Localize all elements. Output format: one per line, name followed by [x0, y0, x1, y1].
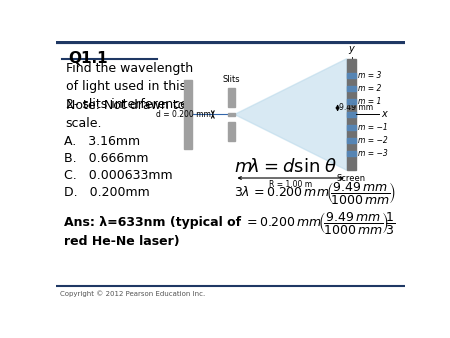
Text: m = 3: m = 3 — [359, 71, 382, 80]
Bar — [347, 138, 356, 143]
Text: y: y — [349, 44, 355, 54]
Text: Copyright © 2012 Pearson Education Inc.: Copyright © 2012 Pearson Education Inc. — [60, 290, 205, 297]
Text: Find the wavelength
of light used in this
2- slits interference.: Find the wavelength of light used in thi… — [66, 62, 193, 111]
Bar — [347, 86, 356, 91]
Text: $=0.200\,\mathit{mm}\!\left(\!\dfrac{9.49\,\mathit{mm}}{1000\,\mathit{mm}}\!\rig: $=0.200\,\mathit{mm}\!\left(\!\dfrac{9.4… — [244, 210, 396, 236]
Text: m = −3: m = −3 — [359, 149, 388, 158]
Bar — [228, 88, 234, 107]
Bar — [347, 112, 356, 117]
Text: $\theta$: $\theta$ — [324, 159, 336, 176]
Text: Q1.1: Q1.1 — [68, 51, 108, 66]
Bar — [347, 125, 356, 130]
Text: Screen: Screen — [337, 174, 366, 183]
Bar — [347, 151, 356, 156]
Text: $\lambda$: $\lambda$ — [248, 159, 260, 176]
Polygon shape — [234, 59, 347, 170]
Bar — [228, 122, 234, 141]
Text: d = 0.200 mm: d = 0.200 mm — [157, 110, 211, 119]
Text: $m\,\,\,= d\mathrm{sin}$: $m\,\,\,= d\mathrm{sin}$ — [234, 159, 320, 176]
Bar — [347, 99, 356, 104]
Bar — [228, 113, 234, 116]
Text: $3\lambda\,=0.200\,\mathit{mm}\!\left(\!\dfrac{9.49\,\mathit{mm}}{1000\,\mathit{: $3\lambda\,=0.200\,\mathit{mm}\!\left(\!… — [234, 180, 396, 206]
Text: C.   0.000633mm: C. 0.000633mm — [64, 169, 173, 182]
Text: B.   0.666mm: B. 0.666mm — [64, 152, 148, 165]
Text: m = −2: m = −2 — [359, 136, 388, 145]
Text: m = −1: m = −1 — [359, 123, 388, 132]
Bar — [347, 59, 356, 170]
Text: x: x — [381, 110, 387, 119]
Text: Ans: λ=633nm (typical of
red He-Ne laser): Ans: λ=633nm (typical of red He-Ne laser… — [64, 216, 241, 248]
Text: Note: Not drawn to
scale.: Note: Not drawn to scale. — [66, 99, 185, 130]
Text: m = 1: m = 1 — [359, 97, 382, 106]
Text: m = 2: m = 2 — [359, 84, 382, 93]
Text: Slits: Slits — [223, 75, 240, 84]
Bar — [347, 73, 356, 78]
Bar — [184, 80, 192, 149]
Text: 9.49 mm: 9.49 mm — [339, 103, 373, 113]
Text: D.   0.200mm: D. 0.200mm — [64, 186, 150, 199]
Text: A.   3.16mm: A. 3.16mm — [64, 135, 140, 148]
Text: R = 1.00 m: R = 1.00 m — [269, 179, 312, 189]
